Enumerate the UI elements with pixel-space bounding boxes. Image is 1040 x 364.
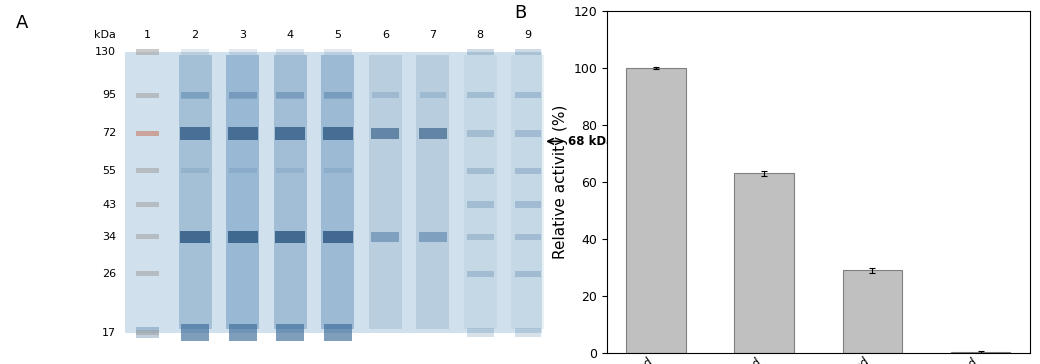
Bar (419, 128, 447, 139)
Bar (515, 234, 541, 240)
Bar (181, 324, 209, 341)
Bar (136, 327, 159, 338)
Bar (323, 92, 352, 99)
Bar (371, 128, 399, 139)
Bar (371, 232, 399, 242)
Bar (515, 49, 541, 55)
Bar (180, 232, 210, 242)
Bar (321, 55, 355, 329)
Bar (276, 92, 305, 99)
Bar (515, 167, 541, 174)
Bar (323, 49, 352, 55)
Bar (136, 168, 159, 173)
Bar (323, 324, 352, 341)
Bar (467, 202, 494, 207)
Bar (136, 330, 159, 335)
Bar (181, 49, 209, 55)
Bar (229, 92, 257, 98)
Bar (226, 55, 259, 329)
Text: 1: 1 (145, 30, 151, 40)
Text: 7: 7 (430, 30, 437, 40)
Text: 2: 2 (191, 30, 199, 40)
Bar (467, 92, 494, 98)
Text: 130: 130 (96, 47, 116, 57)
Bar (626, 68, 685, 353)
Bar (136, 50, 159, 55)
Bar (136, 272, 159, 277)
Bar (323, 168, 352, 173)
Text: B: B (514, 4, 526, 22)
Bar (229, 168, 257, 173)
Bar (515, 92, 541, 98)
Bar (467, 167, 494, 174)
Text: 26: 26 (102, 269, 116, 279)
Text: 9: 9 (524, 30, 531, 40)
Bar (464, 55, 497, 329)
Bar (734, 174, 794, 353)
Bar (951, 352, 1011, 353)
Bar (136, 131, 159, 136)
Bar (515, 130, 541, 136)
Bar (181, 92, 209, 99)
Bar (467, 271, 494, 277)
Bar (515, 328, 541, 337)
Bar (323, 92, 352, 98)
Bar (419, 232, 447, 242)
Bar (276, 232, 305, 242)
Bar (276, 127, 305, 140)
Text: 5: 5 (334, 30, 341, 40)
Text: 55: 55 (102, 166, 116, 175)
Bar (368, 55, 401, 329)
Bar (419, 92, 446, 98)
Bar (229, 324, 257, 341)
Bar (322, 232, 353, 242)
Bar (136, 202, 159, 207)
Bar (372, 92, 398, 98)
Text: 6: 6 (382, 30, 389, 40)
Bar (181, 168, 209, 173)
Bar (229, 92, 257, 99)
Bar (228, 232, 258, 242)
Bar (322, 127, 353, 140)
Bar (136, 131, 159, 136)
Bar (467, 328, 494, 337)
Bar (467, 130, 494, 136)
Bar (136, 234, 159, 240)
Text: 72: 72 (102, 128, 116, 138)
Text: 34: 34 (102, 232, 116, 242)
Bar (276, 49, 305, 55)
Text: 68 kDa: 68 kDa (568, 135, 614, 148)
Bar (274, 55, 307, 329)
Text: 43: 43 (102, 199, 116, 210)
Bar (136, 93, 159, 98)
Bar (512, 55, 544, 329)
Text: kDa: kDa (95, 30, 116, 40)
Y-axis label: Relative activity (%): Relative activity (%) (553, 105, 568, 259)
Bar (125, 52, 542, 333)
Bar (416, 55, 449, 329)
Text: 4: 4 (287, 30, 293, 40)
Text: 17: 17 (102, 328, 116, 337)
Bar (180, 127, 210, 140)
Text: 95: 95 (102, 90, 116, 100)
Bar (467, 49, 494, 55)
Bar (276, 168, 305, 173)
Bar (842, 270, 902, 353)
Text: 3: 3 (239, 30, 246, 40)
Bar (515, 271, 541, 277)
Bar (276, 92, 305, 98)
Bar (181, 92, 209, 98)
Bar (515, 202, 541, 207)
Bar (228, 127, 258, 140)
Text: 8: 8 (476, 30, 484, 40)
Bar (229, 49, 257, 55)
Bar (467, 234, 494, 240)
Text: A: A (16, 14, 28, 32)
Bar (179, 55, 212, 329)
Bar (276, 324, 305, 341)
